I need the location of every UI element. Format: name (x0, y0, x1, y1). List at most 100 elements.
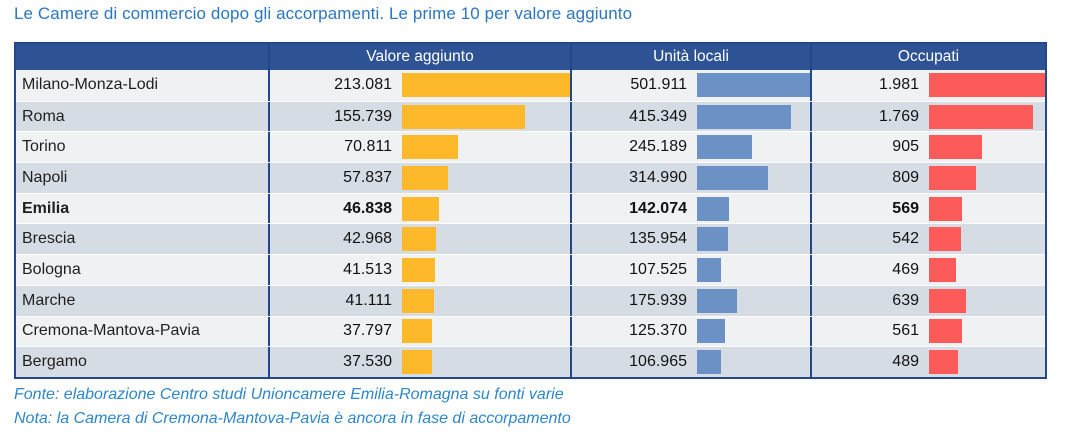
cell-valore-aggiunto: 42.968 (268, 224, 570, 255)
occupati-bar (929, 288, 967, 313)
merger-note: Nota: la Camera di Cremona-Mantova-Pavia… (14, 410, 571, 427)
valore-aggiunto-bar-track (402, 257, 570, 282)
row-label: Milano-Monza-Lodi (22, 76, 159, 94)
occupati-bar (929, 319, 962, 344)
table-row: Bologna 41.513 107.525 469 (16, 254, 1045, 285)
unita-locali-bar (697, 288, 737, 313)
unita-locali-bar (697, 73, 810, 98)
occupati-bar-track (929, 227, 1045, 252)
valore-aggiunto-bar-track (402, 73, 570, 98)
unita-locali-value: 415.349 (629, 107, 687, 125)
cell-occupati: 1.981 (810, 70, 1045, 101)
valore-aggiunto-bar (402, 319, 432, 344)
valore-aggiunto-bar-track (402, 319, 570, 344)
valore-aggiunto-value: 37.530 (343, 353, 392, 371)
occupati-value: 561 (892, 322, 919, 340)
table-header-row: Valore aggiunto Unità locali Occupati (16, 44, 1045, 70)
cell-occupati: 469 (810, 255, 1045, 285)
row-label: Torino (22, 138, 66, 156)
valore-aggiunto-bar (402, 196, 439, 221)
row-label: Brescia (22, 230, 76, 248)
occupati-bar-track (929, 288, 1045, 313)
unita-locali-bar-track (697, 73, 810, 98)
valore-aggiunto-bar (402, 288, 435, 313)
unita-locali-bar (697, 135, 753, 160)
valore-aggiunto-value: 41.111 (345, 291, 392, 309)
unita-locali-bar-track (697, 319, 810, 344)
cell-valore-aggiunto: 70.811 (268, 132, 570, 163)
valore-aggiunto-value: 155.739 (334, 107, 392, 125)
source-note: Fonte: elaborazione Centro studi Unionca… (14, 386, 564, 403)
cell-unita-locali: 175.939 (570, 285, 810, 316)
cell-occupati: 809 (810, 163, 1045, 193)
cell-unita-locali: 107.525 (570, 255, 810, 285)
row-label: Marche (22, 291, 76, 309)
row-label: Emilia (22, 199, 70, 217)
occupati-value: 469 (892, 260, 919, 278)
valore-aggiunto-value: 46.838 (343, 199, 392, 217)
valore-aggiunto-value: 37.797 (343, 322, 392, 340)
unita-locali-bar (697, 227, 728, 252)
occupati-bar (929, 73, 1045, 98)
unita-locali-bar (697, 196, 729, 221)
cell-occupati: 1.769 (810, 101, 1045, 132)
table-row: Roma 155.739 415.349 1.769 (16, 100, 1045, 132)
cell-valore-aggiunto: 37.530 (268, 347, 570, 377)
occupati-value: 905 (892, 138, 919, 156)
unita-locali-bar-track (697, 227, 810, 252)
cell-valore-aggiunto: 213.081 (268, 70, 570, 101)
unita-locali-bar-track (697, 196, 810, 221)
valore-aggiunto-bar (402, 350, 432, 375)
valore-aggiunto-bar-track (402, 165, 570, 190)
table-row: Bergamo 37.530 106.965 489 (16, 346, 1045, 377)
header-cell-valore-aggiunto: Valore aggiunto (268, 44, 570, 70)
unita-locali-bar-track (697, 257, 810, 282)
cell-valore-aggiunto: 41.513 (268, 255, 570, 285)
table-row: Marche 41.111 175.939 639 (16, 284, 1045, 316)
figure-footnotes: Fonte: elaborazione Centro studi Unionca… (14, 383, 571, 431)
header-cell-occupati: Occupati (810, 44, 1045, 70)
unita-locali-value: 142.074 (629, 199, 687, 217)
unita-locali-value: 314.990 (629, 168, 687, 186)
unita-locali-bar (697, 319, 726, 344)
cell-occupati: 905 (810, 132, 1045, 163)
table-row: Cremona-Mantova-Pavia 37.797 125.370 561 (16, 315, 1045, 347)
occupati-bar-track (929, 104, 1045, 129)
occupati-bar-track (929, 196, 1045, 221)
occupati-bar-track (929, 165, 1045, 190)
cell-unita-locali: 245.189 (570, 132, 810, 163)
valore-aggiunto-bar-track (402, 104, 570, 129)
occupati-bar-track (929, 135, 1045, 160)
valore-aggiunto-bar-track (402, 135, 570, 160)
occupati-bar-track (929, 350, 1045, 375)
unita-locali-value: 175.939 (629, 291, 687, 309)
occupati-bar (929, 196, 963, 221)
unita-locali-bar (697, 257, 722, 282)
unita-locali-value: 245.189 (629, 138, 687, 156)
occupati-value: 569 (892, 199, 919, 217)
occupati-bar (929, 257, 957, 282)
valore-aggiunto-bar-track (402, 350, 570, 375)
cell-valore-aggiunto: 37.797 (268, 316, 570, 347)
occupati-bar (929, 135, 982, 160)
valore-aggiunto-bar (402, 227, 436, 252)
cell-unita-locali: 125.370 (570, 316, 810, 347)
occupati-bar-track (929, 257, 1045, 282)
valore-aggiunto-value: 41.513 (343, 260, 392, 278)
cell-valore-aggiunto: 57.837 (268, 163, 570, 193)
cell-unita-locali: 415.349 (570, 101, 810, 132)
cell-unita-locali: 135.954 (570, 224, 810, 255)
valore-aggiunto-bar (402, 135, 458, 160)
table-row: Milano-Monza-Lodi 213.081 501.911 1.981 (16, 70, 1045, 101)
cell-unita-locali: 314.990 (570, 163, 810, 193)
row-label: Cremona-Mantova-Pavia (22, 322, 200, 340)
header-cell-name (16, 44, 268, 70)
occupati-bar (929, 227, 961, 252)
table-row: Brescia 42.968 135.954 542 (16, 223, 1045, 255)
figure-title: Le Camere di commercio dopo gli accorpam… (14, 4, 633, 23)
occupati-bar-track (929, 319, 1045, 344)
valore-aggiunto-value: 57.837 (343, 168, 392, 186)
cell-valore-aggiunto: 41.111 (268, 285, 570, 316)
unita-locali-bar-track (697, 288, 810, 313)
